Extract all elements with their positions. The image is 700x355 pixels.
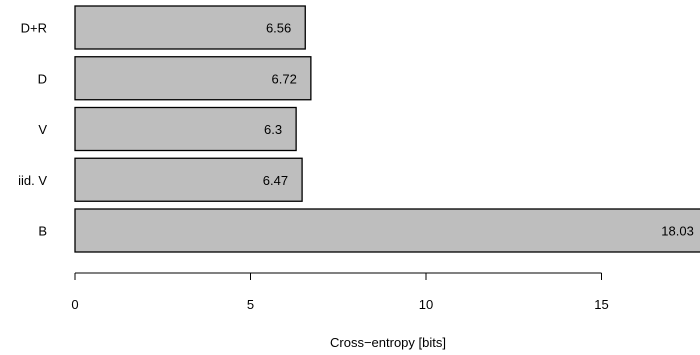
bar-0 bbox=[74, 5, 306, 50]
category-label-2: V bbox=[38, 122, 47, 137]
bar-3 bbox=[74, 157, 303, 202]
bar-4 bbox=[74, 208, 700, 253]
category-label-3: iid. V bbox=[18, 173, 47, 188]
x-tick-label-0: 0 bbox=[71, 297, 78, 312]
category-label-4: B bbox=[38, 224, 47, 239]
x-axis-title: Cross−entropy [bits] bbox=[330, 335, 446, 350]
value-label-0: 6.56 bbox=[266, 21, 291, 36]
x-tick-label-2: 10 bbox=[419, 297, 433, 312]
x-tick-label-1: 5 bbox=[247, 297, 254, 312]
x-tick-label-3: 15 bbox=[594, 297, 608, 312]
bar-1 bbox=[74, 56, 312, 101]
value-label-4: 18.03 bbox=[661, 224, 694, 239]
category-label-1: D bbox=[38, 71, 47, 86]
bar-2 bbox=[74, 106, 297, 152]
x-axis: 0 5 10 15 bbox=[71, 272, 609, 312]
value-label-3: 6.47 bbox=[263, 173, 288, 188]
value-label-2: 6.3 bbox=[264, 122, 282, 137]
x-ticks: 0 5 10 15 bbox=[71, 273, 609, 312]
bars-group: 6.56 6.72 6.3 6.47 18.03 bbox=[74, 5, 700, 253]
value-label-1: 6.72 bbox=[272, 71, 297, 86]
category-label-0: D+R bbox=[21, 21, 47, 36]
